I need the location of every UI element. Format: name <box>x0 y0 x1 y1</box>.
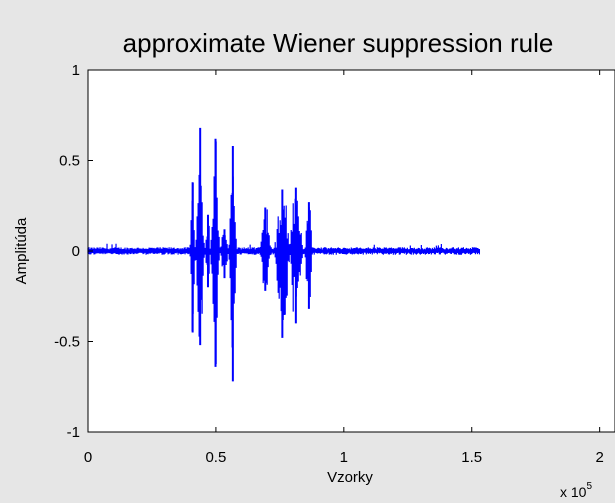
x-tick-labels: 0 0.5 1 1.5 2 <box>84 449 604 466</box>
y-tick-label: -0.5 <box>54 334 80 351</box>
y-tick-labels: 1 0.5 0 -0.5 -1 <box>54 62 80 441</box>
y-tick-label: 0 <box>72 243 80 260</box>
x-tick-label: 0.5 <box>205 449 226 466</box>
x-axis-multiplier-exponent: 5 <box>586 481 592 492</box>
x-tick-label: 1.5 <box>461 449 482 466</box>
x-tick-label: 0 <box>84 449 92 466</box>
x-axis-label: Vzorky <box>327 469 373 486</box>
x-tick-label: 2 <box>595 449 603 466</box>
x-axis-multiplier: x 105 <box>560 481 592 500</box>
x-tick-label: 1 <box>340 449 348 466</box>
y-tick-label: 0.5 <box>59 153 80 170</box>
chart-title: approximate Wiener suppression rule <box>123 28 554 58</box>
y-axis-label: Amplitúda <box>13 217 30 284</box>
tick-marks <box>87 69 601 433</box>
y-tick-label: 1 <box>72 62 80 79</box>
signal-trace <box>87 127 481 382</box>
x-axis-multiplier-base: x 10 <box>560 484 587 500</box>
y-tick-label: -1 <box>67 424 80 441</box>
